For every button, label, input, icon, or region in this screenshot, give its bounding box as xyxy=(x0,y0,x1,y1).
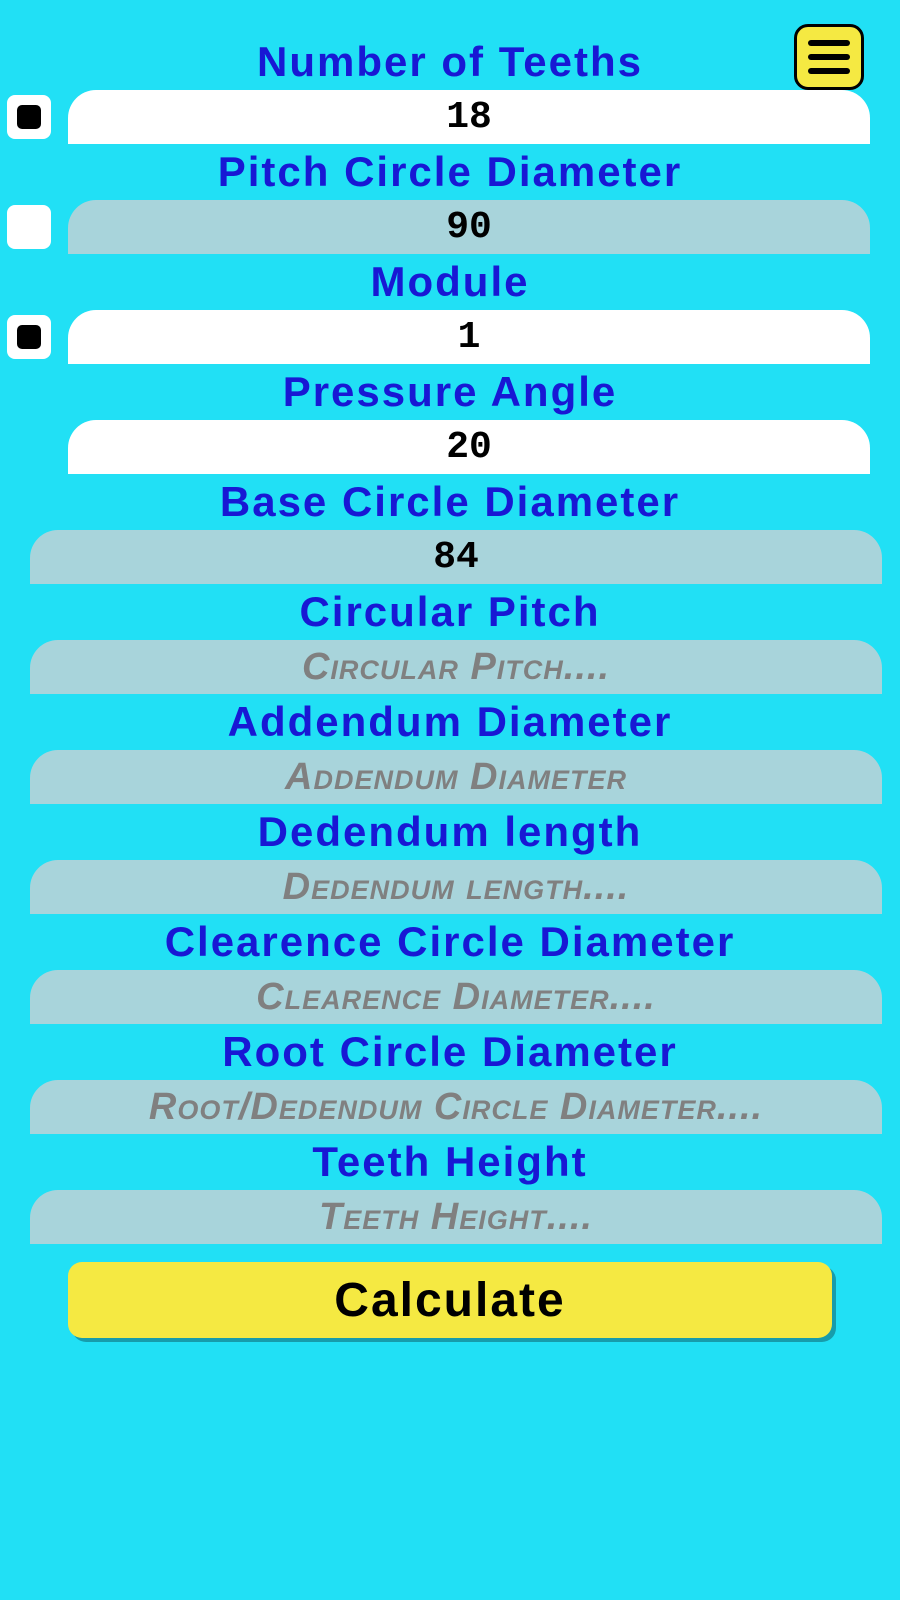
add-label: Addendum Diameter xyxy=(0,698,900,746)
pcd-checkbox[interactable] xyxy=(7,205,51,249)
ded-placeholder: Dedendum length.... xyxy=(283,866,630,909)
th-placeholder: Teeth Height.... xyxy=(319,1196,593,1239)
bcd-output: 84 xyxy=(30,530,882,584)
ded-output: Dedendum length.... xyxy=(30,860,882,914)
pcd-label: Pitch Circle Diameter xyxy=(0,148,900,196)
pressure-label: Pressure Angle xyxy=(0,368,900,416)
bcd-label: Base Circle Diameter xyxy=(0,478,900,526)
teeth-checkbox[interactable] xyxy=(7,95,51,139)
form-content: Number of Teeths 18 Pitch Circle Diamete… xyxy=(0,0,900,1338)
menu-button[interactable] xyxy=(794,24,864,90)
teeth-label: Number of Teeths xyxy=(0,38,900,86)
teeth-input[interactable]: 18 xyxy=(68,90,870,144)
cp-placeholder: Circular Pitch.... xyxy=(302,646,610,689)
module-checkbox[interactable] xyxy=(7,315,51,359)
rcd-placeholder: Root/Dedendum Circle Diameter.... xyxy=(149,1086,763,1129)
pcd-input[interactable]: 90 xyxy=(68,200,870,254)
rcd-output: Root/Dedendum Circle Diameter.... xyxy=(30,1080,882,1134)
module-input[interactable]: 1 xyxy=(68,310,870,364)
ded-label: Dedendum length xyxy=(0,808,900,856)
cp-output: Circular Pitch.... xyxy=(30,640,882,694)
th-label: Teeth Height xyxy=(0,1138,900,1186)
cp-label: Circular Pitch xyxy=(0,588,900,636)
rcd-label: Root Circle Diameter xyxy=(0,1028,900,1076)
add-placeholder: Addendum Diameter xyxy=(285,756,627,799)
ccd-output: Clearence Diameter.... xyxy=(30,970,882,1024)
add-output: Addendum Diameter xyxy=(30,750,882,804)
module-label: Module xyxy=(0,258,900,306)
ccd-label: Clearence Circle Diameter xyxy=(0,918,900,966)
calculate-button[interactable]: Calculate xyxy=(68,1262,832,1338)
th-output: Teeth Height.... xyxy=(30,1190,882,1244)
menu-bar-icon xyxy=(808,40,850,46)
menu-bar-icon xyxy=(808,54,850,60)
ccd-placeholder: Clearence Diameter.... xyxy=(256,976,656,1019)
pressure-input[interactable]: 20 xyxy=(68,420,870,474)
menu-bar-icon xyxy=(808,68,850,74)
